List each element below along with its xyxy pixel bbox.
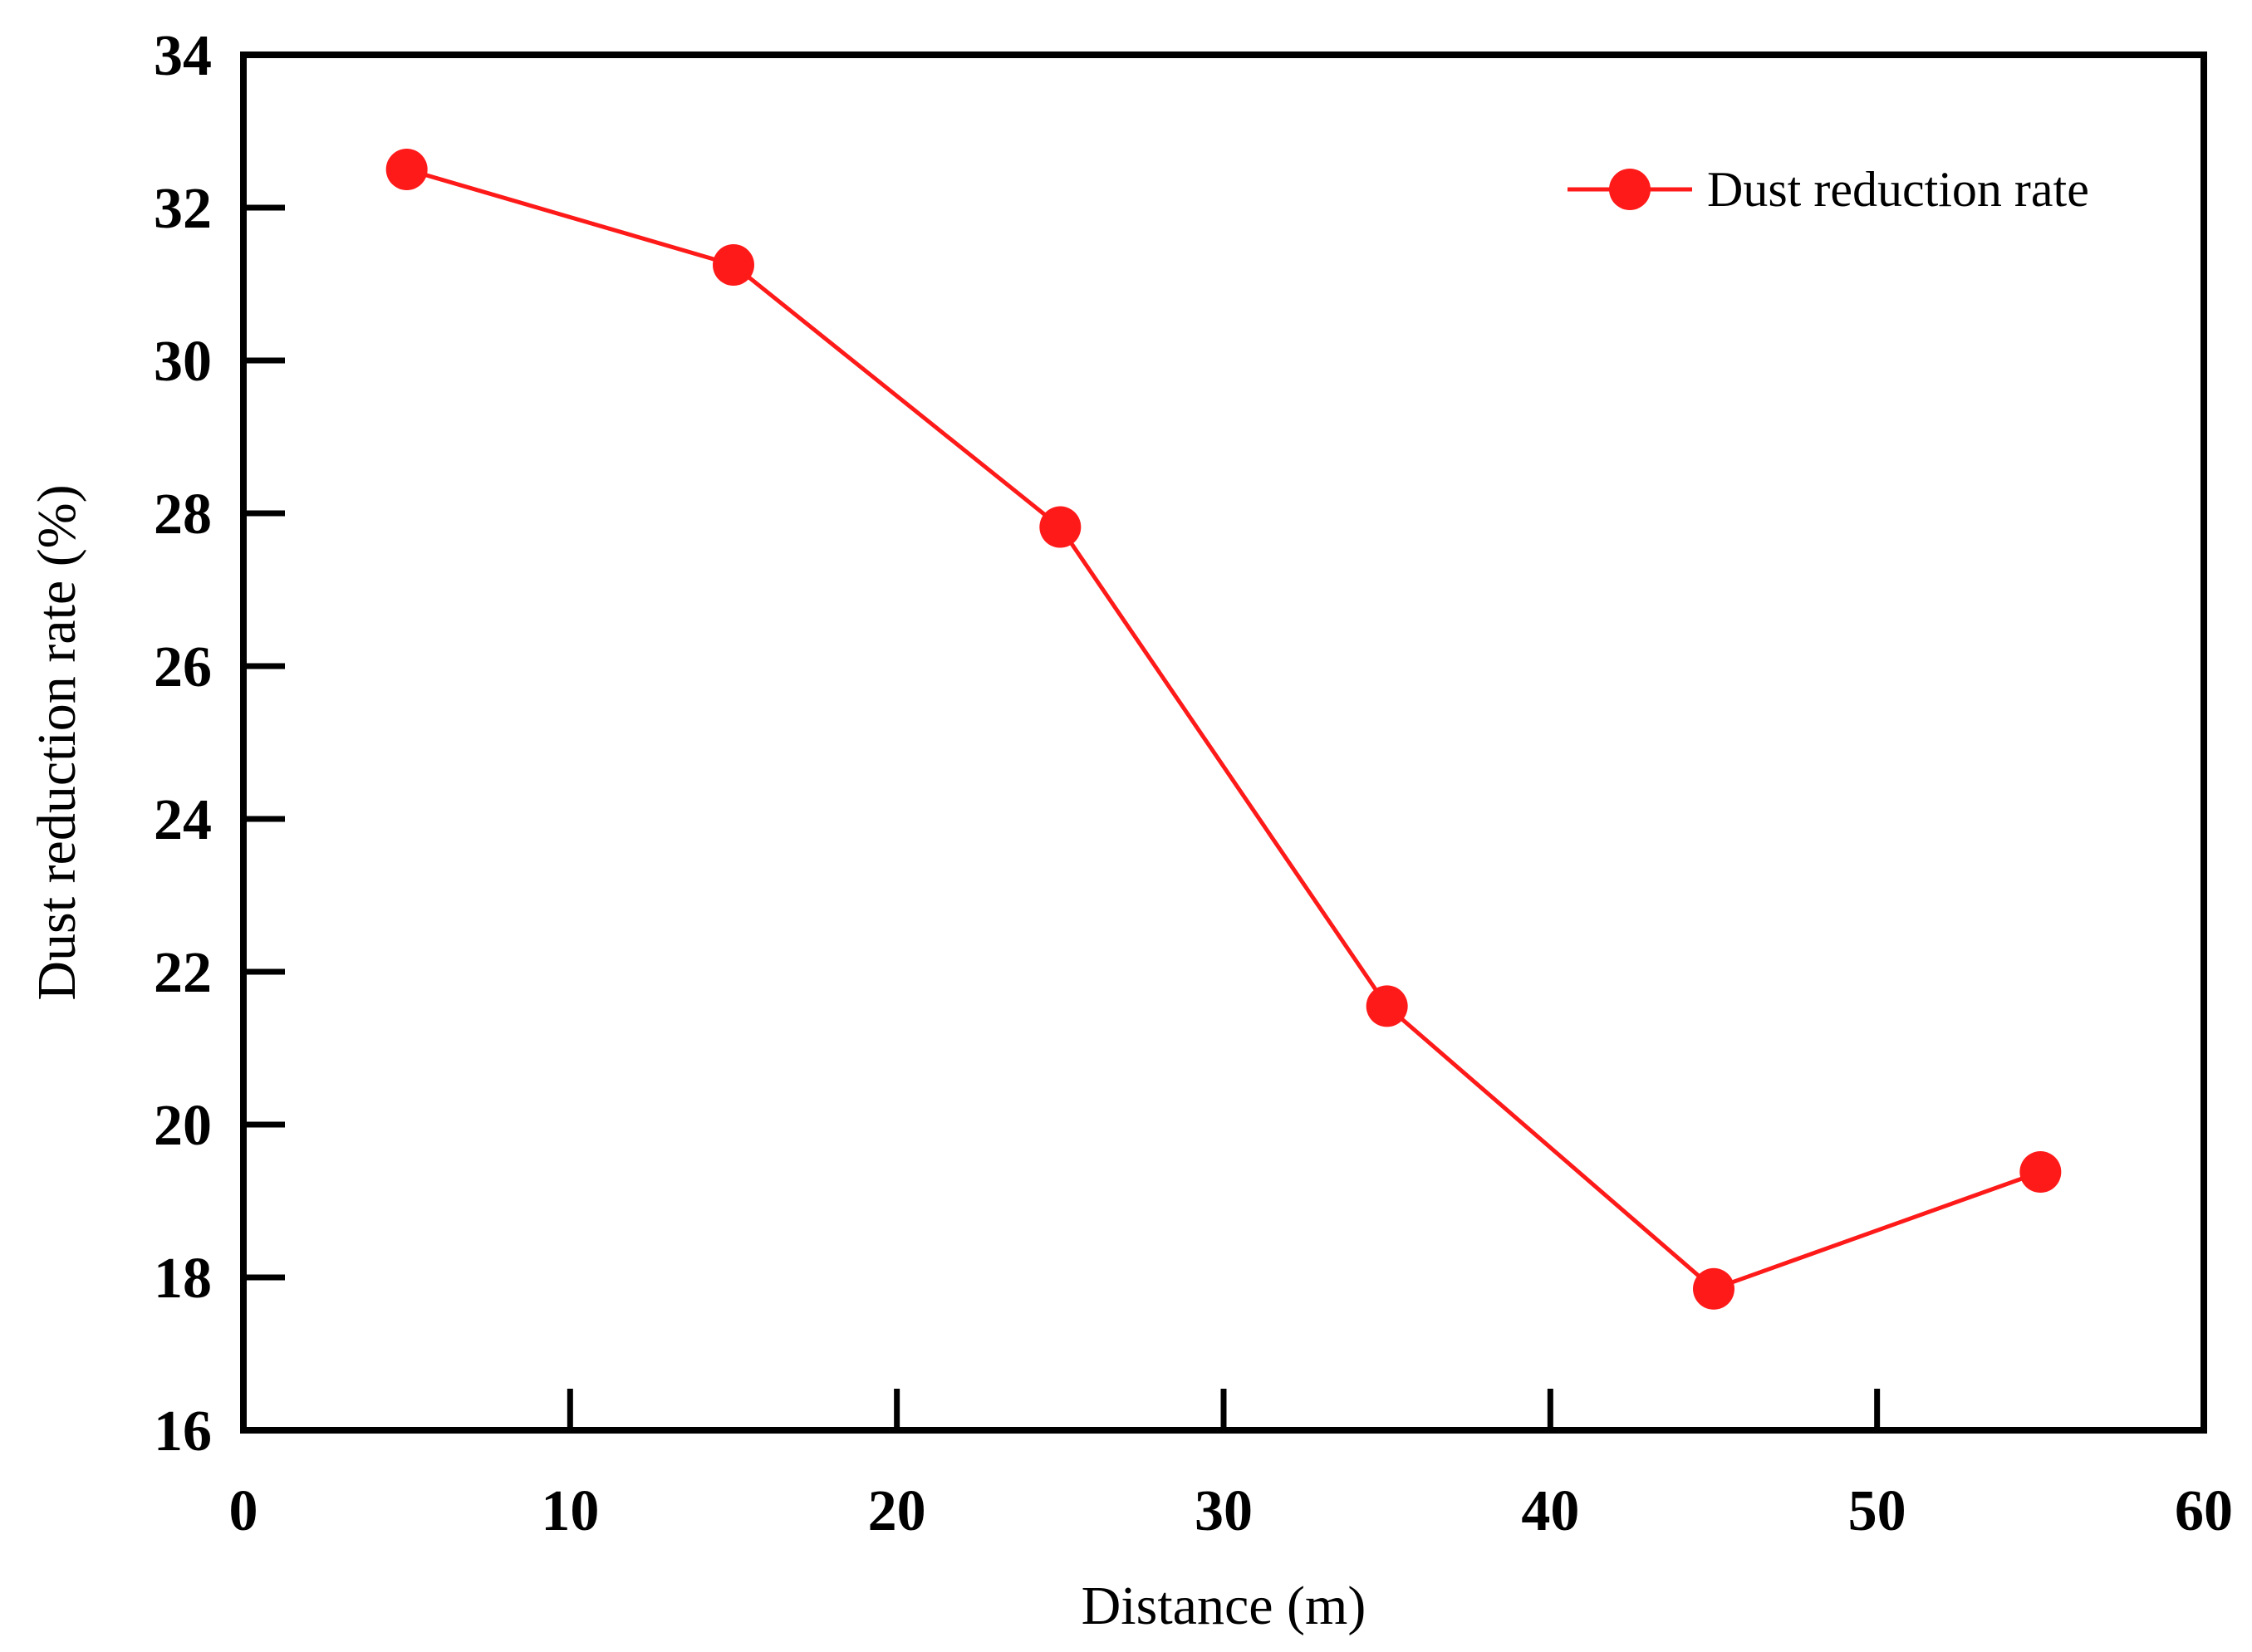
series-line-0 bbox=[405, 167, 2042, 1292]
x-tick-label-4: 40 bbox=[1521, 1479, 1579, 1543]
y-tick-label-5: 26 bbox=[154, 635, 212, 699]
data-point-5 bbox=[2019, 1151, 2062, 1194]
legend: Dust reduction rate bbox=[1568, 162, 2089, 217]
plot-frame bbox=[240, 51, 2207, 1434]
series-layer bbox=[385, 149, 2062, 1310]
y-tick-label-6: 28 bbox=[154, 483, 212, 547]
y-axis-title: Dust reduction rate (%) bbox=[27, 484, 87, 1000]
x-tick-label-1: 10 bbox=[541, 1479, 599, 1543]
x-tick-label-2: 20 bbox=[868, 1479, 926, 1543]
y-tick-label-2: 20 bbox=[154, 1094, 212, 1158]
y-tick-label-8: 32 bbox=[154, 177, 212, 241]
x-tick-label-0: 0 bbox=[229, 1479, 258, 1543]
x-tick-label-3: 30 bbox=[1195, 1479, 1253, 1543]
data-point-0 bbox=[385, 149, 428, 190]
y-tick-label-9: 34 bbox=[154, 24, 212, 88]
data-point-1 bbox=[713, 244, 754, 286]
ticks-layer bbox=[243, 204, 1881, 1430]
tick-labels-layer: 0 10 20 30 40 50 60 16 18 20 22 24 26 28 30 32 34 bbox=[154, 24, 2233, 1543]
x-tick-label-6: 60 bbox=[2175, 1479, 2233, 1543]
y-tick-label-3: 22 bbox=[154, 941, 212, 1005]
x-tick-label-5: 50 bbox=[1848, 1479, 1906, 1543]
data-point-4 bbox=[1693, 1267, 1734, 1310]
data-point-2 bbox=[1039, 506, 1082, 548]
data-point-3 bbox=[1366, 985, 1408, 1027]
y-tick-label-1: 18 bbox=[154, 1247, 212, 1311]
y-tick-label-7: 30 bbox=[154, 330, 212, 394]
y-tick-label-0: 16 bbox=[154, 1400, 212, 1463]
x-axis-title: Distance (m) bbox=[1082, 1576, 1366, 1636]
legend-label: Dust reduction rate bbox=[1707, 162, 2089, 217]
y-tick-label-4: 24 bbox=[154, 788, 212, 852]
legend-marker bbox=[1609, 169, 1651, 210]
